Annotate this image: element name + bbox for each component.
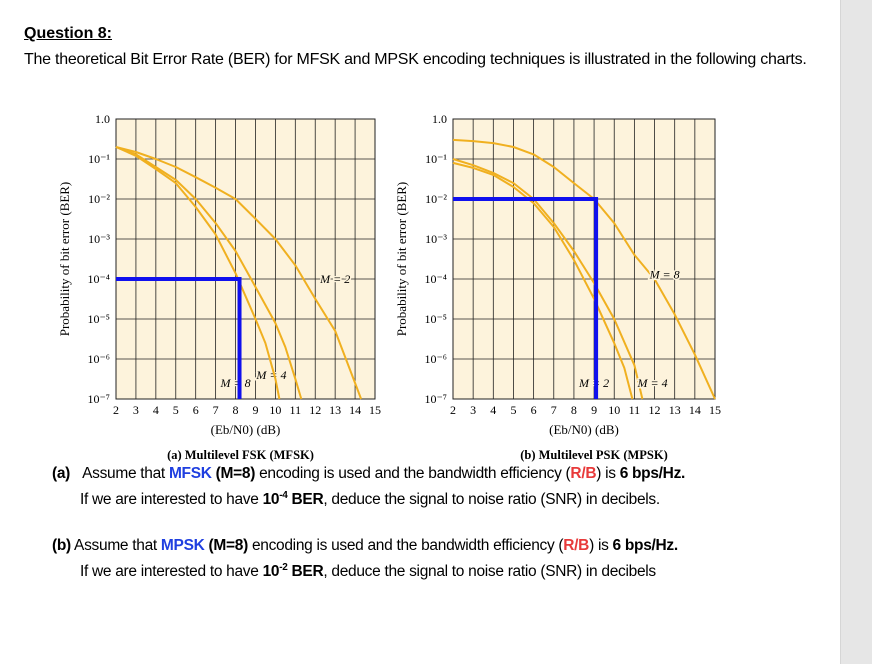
y-tick-label: 10⁻⁶ bbox=[87, 352, 110, 366]
y-tick-label: 1.0 bbox=[432, 112, 447, 126]
x-tick-label: 8 bbox=[571, 403, 577, 417]
x-tick-label: 6 bbox=[531, 403, 537, 417]
m-value: (M=8) bbox=[204, 537, 249, 554]
question-title: Question 8: bbox=[24, 25, 113, 42]
text: encoding is used and the bandwidth effic… bbox=[247, 537, 564, 554]
x-tick-label: 5 bbox=[510, 403, 516, 417]
mfsk-chart: 2 3 4 5 6 7 8 9 10 11 12 13 14 15 1.0 10⁻¹ 10⁻² 10⁻³ 10⁻⁴ 1… bbox=[57, 112, 381, 462]
series-label: M = 2 bbox=[319, 272, 350, 286]
series-label: M = 8 bbox=[219, 376, 250, 390]
ber-exp: -2 bbox=[279, 562, 288, 573]
text: Assume that bbox=[70, 537, 161, 554]
text: , deduce the signal to noise ratio (SNR)… bbox=[323, 563, 656, 581]
y-tick-label: 10⁻² bbox=[88, 192, 110, 206]
x-tick-label: 10 bbox=[608, 403, 620, 417]
text: ) is bbox=[589, 537, 613, 554]
series-label: M = 8 bbox=[649, 267, 680, 281]
text: , deduce the signal to noise ratio (SNR)… bbox=[323, 491, 660, 509]
y-tick-label: 10⁻⁵ bbox=[87, 312, 110, 326]
x-tick-label: 3 bbox=[470, 403, 476, 417]
y-tick-label: 10⁻⁶ bbox=[424, 352, 447, 366]
reading-marker-line bbox=[116, 277, 242, 399]
x-tick-label: 13 bbox=[329, 403, 341, 417]
series-line-0 bbox=[452, 161, 634, 400]
x-tick-label: 10 bbox=[269, 403, 281, 417]
x-tick-label: 7 bbox=[551, 403, 557, 417]
y-tick-label: 10⁻¹ bbox=[88, 152, 110, 166]
x-tick-label: 8 bbox=[233, 403, 239, 417]
series-line-1 bbox=[452, 158, 644, 400]
rb-ratio: R/B bbox=[563, 537, 590, 554]
x-axis-label: (Eb/N0) (dB) bbox=[549, 422, 619, 437]
x-tick-label: 4 bbox=[490, 403, 496, 417]
x-tick-label: 14 bbox=[349, 403, 361, 417]
plot-area bbox=[115, 118, 376, 400]
x-axis-label: (Eb/N0) (dB) bbox=[211, 422, 281, 437]
reading-marker-line bbox=[453, 197, 599, 399]
x-tick-label: 2 bbox=[113, 403, 119, 417]
text: If we are interested to have bbox=[80, 491, 263, 509]
ber-base: 10 bbox=[262, 491, 280, 509]
ber-exp: -4 bbox=[279, 490, 288, 501]
x-tick-label: 5 bbox=[173, 403, 179, 417]
series-label: M = 4 bbox=[636, 376, 667, 390]
question-intro: The theoretical Bit Error Rate (BER) for… bbox=[24, 51, 807, 68]
x-tick-label: 11 bbox=[629, 403, 641, 417]
y-axis-label: Probability of bit error (BER) bbox=[394, 182, 409, 337]
chart-caption: (a) Multilevel FSK (MFSK) bbox=[167, 448, 314, 462]
y-tick-label: 10⁻⁴ bbox=[424, 272, 447, 286]
question-part-a: (a) Assume that MFSK (M=8) encoding is u… bbox=[52, 463, 685, 511]
x-tick-label: 14 bbox=[689, 403, 701, 417]
series-label: M = 4 bbox=[255, 368, 286, 382]
x-tick-label: 6 bbox=[193, 403, 199, 417]
y-tick-label: 10⁻⁴ bbox=[87, 272, 110, 286]
part-label: (a) bbox=[52, 465, 71, 482]
x-tick-label: 11 bbox=[290, 403, 302, 417]
x-tick-label: 7 bbox=[213, 403, 219, 417]
x-tick-label: 2 bbox=[450, 403, 456, 417]
scheme-name: MPSK bbox=[160, 537, 205, 554]
y-tick-label: 10⁻⁷ bbox=[87, 392, 110, 406]
series-line-2 bbox=[115, 146, 281, 400]
scheme-name: MFSK bbox=[168, 465, 212, 482]
y-tick-label: 10⁻¹ bbox=[425, 152, 447, 166]
text: ) is bbox=[596, 465, 620, 482]
x-tick-label: 12 bbox=[309, 403, 321, 417]
y-tick-label: 10⁻² bbox=[425, 192, 447, 206]
x-tick-label: 3 bbox=[133, 403, 139, 417]
x-tick-label: 13 bbox=[669, 403, 681, 417]
series-line-2 bbox=[452, 138, 716, 400]
x-tick-label: 15 bbox=[709, 403, 721, 417]
question-part-b: (b) Assume that MPSK (M=8) encoding is u… bbox=[52, 535, 678, 583]
y-axis-label: Probability of bit error (BER) bbox=[57, 182, 72, 337]
y-tick-label: 10⁻⁷ bbox=[424, 392, 447, 406]
m-value: (M=8) bbox=[211, 465, 256, 482]
efficiency: 6 bps/Hz. bbox=[619, 465, 686, 482]
ber-word: BER bbox=[287, 563, 324, 581]
y-tick-label: 10⁻³ bbox=[88, 232, 110, 246]
text: Assume that bbox=[82, 465, 169, 482]
text: encoding is used and the bandwidth effic… bbox=[255, 465, 571, 482]
x-tick-label: 15 bbox=[369, 403, 381, 417]
efficiency: 6 bps/Hz. bbox=[612, 537, 679, 554]
series-label: M = 2 bbox=[578, 376, 609, 390]
plot-area bbox=[452, 118, 716, 400]
y-tick-label: 10⁻⁵ bbox=[424, 312, 447, 326]
ber-word: BER bbox=[287, 491, 324, 509]
series-line-1 bbox=[115, 146, 303, 400]
series-line-0 bbox=[115, 146, 363, 400]
x-tick-label: 12 bbox=[649, 403, 661, 417]
rb-ratio: R/B bbox=[570, 465, 597, 482]
y-tick-label: 10⁻³ bbox=[425, 232, 447, 246]
x-tick-label: 9 bbox=[252, 403, 258, 417]
part-label: (b) bbox=[52, 537, 71, 554]
text: If we are interested to have bbox=[80, 563, 263, 581]
mpsk-chart: 2 3 4 5 6 7 8 9 10 11 12 13 14 15 1.0 10⁻¹ 10⁻² 10⁻³ 10⁻⁴ 1… bbox=[394, 112, 721, 462]
chart-caption: (b) Multilevel PSK (MPSK) bbox=[520, 448, 668, 462]
scrollbar-panel[interactable] bbox=[840, 0, 872, 664]
ber-base: 10 bbox=[262, 563, 280, 581]
y-tick-label: 1.0 bbox=[95, 112, 110, 126]
x-tick-label: 9 bbox=[591, 403, 597, 417]
x-tick-label: 4 bbox=[153, 403, 159, 417]
